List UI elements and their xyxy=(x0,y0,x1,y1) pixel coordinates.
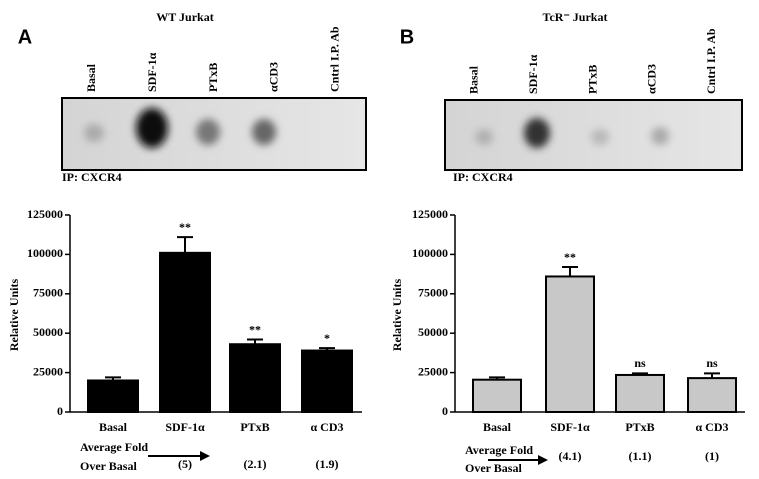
error-bar xyxy=(489,376,505,380)
arrow-head xyxy=(200,451,210,461)
significance: ** xyxy=(564,250,576,264)
x-tick-label: SDF-1α xyxy=(550,420,590,434)
bar xyxy=(301,349,353,414)
lane-label: PTxB xyxy=(206,63,220,92)
error-bar xyxy=(105,376,121,381)
x-tick-label: SDF-1α xyxy=(165,420,205,434)
error-bar xyxy=(247,338,263,345)
panel-label: A xyxy=(18,26,32,48)
lane-label: Basal xyxy=(466,65,480,94)
blot-bands xyxy=(84,108,276,148)
y-tick-label: 125000 xyxy=(27,207,63,221)
ip-label: IP: CXCR4 xyxy=(453,170,513,184)
error-bar xyxy=(562,266,578,277)
lane-label: αCD3 xyxy=(645,64,659,94)
significance: ns xyxy=(706,356,718,370)
fold-label: Average Fold xyxy=(465,443,533,457)
bar xyxy=(472,378,522,413)
y-tick-label: 50000 xyxy=(418,325,448,339)
y-axis-label: Relative Units xyxy=(390,279,404,352)
significance: * xyxy=(324,331,330,345)
blot-title: WT Jurkat xyxy=(156,10,213,24)
x-tick-label: α CD3 xyxy=(695,420,728,434)
y-tick-label: 25000 xyxy=(418,364,448,378)
y-tick-label: 100000 xyxy=(412,246,448,260)
bar xyxy=(229,343,281,413)
ip-label: IP: CXCR4 xyxy=(62,170,122,184)
bar xyxy=(159,251,211,413)
lane-label: SDF-1α xyxy=(526,54,540,94)
lane-label: αCD3 xyxy=(267,62,281,92)
error-bar xyxy=(319,347,335,351)
error-bar xyxy=(704,372,720,379)
y-tick-label: 100000 xyxy=(27,246,63,260)
y-tick-label: 125000 xyxy=(412,207,448,221)
y-tick-label: 75000 xyxy=(33,286,63,300)
y-tick-label: 25000 xyxy=(33,364,63,378)
x-tick-label: Basal xyxy=(483,420,512,434)
bar xyxy=(615,373,665,413)
bar xyxy=(545,275,595,413)
y-tick-label: 50000 xyxy=(33,325,63,339)
lane-label: Cntrl I.P. Ab xyxy=(327,26,341,92)
significance: ** xyxy=(179,220,191,234)
arrow-head xyxy=(538,455,548,465)
x-tick-label: α CD3 xyxy=(310,420,343,434)
y-tick-label: 0 xyxy=(442,404,448,418)
bar xyxy=(87,379,139,414)
fold-label: Over Basal xyxy=(80,459,137,473)
error-bar xyxy=(177,236,193,253)
error-bar xyxy=(632,372,648,375)
bar xyxy=(687,377,737,413)
fold-value: (5) xyxy=(178,457,192,471)
y-tick-label: 0 xyxy=(57,404,63,418)
blot-title: TcR⁻ Jurkat xyxy=(543,10,608,24)
significance: ** xyxy=(249,322,261,336)
lane-label: SDF-1α xyxy=(145,52,159,92)
lane-label: PTxB xyxy=(585,65,599,94)
panel-label: B xyxy=(400,26,414,48)
significance: ns xyxy=(634,356,646,370)
blot-bands xyxy=(475,118,669,148)
x-tick-label: PTxB xyxy=(240,420,269,434)
fold-value: (4.1) xyxy=(559,449,582,463)
y-tick-label: 75000 xyxy=(418,286,448,300)
fold-value: (1) xyxy=(705,449,719,463)
x-tick-label: PTxB xyxy=(625,420,654,434)
lane-label: Basal xyxy=(84,63,98,92)
x-tick-label: Basal xyxy=(99,420,128,434)
fold-label: Over Basal xyxy=(465,461,522,475)
y-axis-label: Relative Units xyxy=(7,279,21,352)
fold-value: (1.1) xyxy=(629,449,652,463)
lane-label: Cntrl I.P. Ab xyxy=(704,28,718,94)
fold-value: (2.1) xyxy=(244,457,267,471)
fold-label: Average Fold xyxy=(80,440,148,454)
fold-value: (1.9) xyxy=(316,457,339,471)
